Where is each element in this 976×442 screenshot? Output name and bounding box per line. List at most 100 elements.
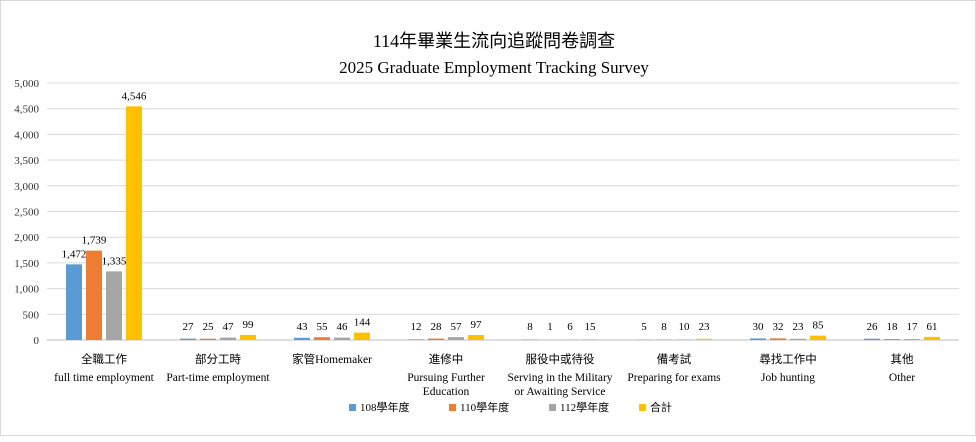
category-label-en: or Awaiting Service <box>515 386 606 398</box>
bar <box>200 339 216 340</box>
bar <box>810 336 826 340</box>
data-label: 15 <box>585 321 597 333</box>
y-tick-label: 1,000 <box>14 284 39 296</box>
bar <box>294 338 310 340</box>
bar <box>904 339 920 340</box>
data-label: 85 <box>813 320 825 332</box>
data-label: 23 <box>699 321 711 333</box>
category-label-en: Serving in the Military <box>507 372 612 384</box>
legend-label: 112學年度 <box>560 400 609 414</box>
category-label-en: Pursuing Further <box>407 372 485 384</box>
legend-label: 108學年度 <box>360 400 410 414</box>
category-label-en: Preparing for exams <box>627 372 721 384</box>
category-label: 家管Homemaker <box>292 352 372 366</box>
data-label: 28 <box>431 321 443 333</box>
bar <box>428 339 444 340</box>
bar <box>582 339 598 340</box>
y-tick-label: 4,000 <box>14 129 39 141</box>
data-label: 1 <box>547 321 553 333</box>
bar <box>240 335 256 340</box>
bar <box>106 271 122 340</box>
y-tick-label: 3,500 <box>14 155 39 167</box>
data-label: 46 <box>337 321 349 333</box>
data-label: 43 <box>297 321 309 333</box>
bar <box>220 338 236 340</box>
category-label-en: Job hunting <box>761 372 815 384</box>
chart-title: 114年畢業生流向追蹤問卷調查 <box>373 31 615 51</box>
bar <box>180 339 196 340</box>
y-tick-label: 2,500 <box>14 207 39 219</box>
y-axis-ticks: 05001,0001,5002,0002,5003,0003,5004,0004… <box>14 78 39 347</box>
category-label: 服役中或待役 <box>526 352 595 366</box>
bar <box>790 339 806 340</box>
bar <box>448 337 464 340</box>
data-label: 55 <box>317 321 329 333</box>
bar <box>884 339 900 340</box>
data-label: 1,739 <box>82 235 107 247</box>
category-label: 全職工作 <box>81 352 127 366</box>
legend-swatch <box>449 404 456 411</box>
category-label-en: full time employment <box>54 372 154 384</box>
data-label: 26 <box>867 321 879 333</box>
category-label-en: Education <box>423 386 470 398</box>
data-label: 6 <box>567 321 573 333</box>
bar <box>86 251 102 340</box>
bar <box>66 264 82 340</box>
legend: 108學年度 110學年度 112學年度 合計 <box>349 400 672 414</box>
data-label: 18 <box>887 321 899 333</box>
bar <box>334 338 350 340</box>
y-tick-label: 3,000 <box>14 181 39 193</box>
category-label-en: Other <box>889 372 915 384</box>
y-tick-label: 5,000 <box>14 78 39 90</box>
data-label: 4,546 <box>122 90 147 102</box>
data-label: 30 <box>753 321 765 333</box>
data-label: 12 <box>411 321 422 333</box>
bar <box>354 333 370 340</box>
category-labels: 全職工作 full time employment 部分工時 Part-time em… <box>54 352 915 398</box>
y-tick-label: 1,500 <box>14 258 39 270</box>
data-label: 1,472 <box>62 248 87 260</box>
category-label: 其他 <box>891 353 914 366</box>
legend-swatch <box>349 404 356 411</box>
legend-swatch <box>639 404 646 411</box>
category-label: 備考試 <box>657 352 692 366</box>
bar <box>126 106 142 340</box>
chart-subtitle: 2025 Graduate Employment Tracking Survey <box>339 58 649 77</box>
data-label: 144 <box>354 317 371 329</box>
legend-label: 合計 <box>650 400 672 414</box>
bar <box>676 339 692 340</box>
data-label: 10 <box>679 321 691 333</box>
data-label: 32 <box>773 321 784 333</box>
data-label: 97 <box>471 319 483 331</box>
bar <box>924 337 940 340</box>
data-label: 23 <box>793 321 805 333</box>
bar <box>408 339 424 340</box>
data-label: 27 <box>183 321 195 333</box>
bar <box>770 338 786 340</box>
bar <box>750 338 766 340</box>
gridlines <box>47 83 959 340</box>
bar <box>314 337 330 340</box>
data-label: 47 <box>223 321 235 333</box>
data-label: 61 <box>927 321 938 333</box>
bar <box>696 339 712 340</box>
bar <box>864 339 880 340</box>
data-label: 8 <box>661 321 667 333</box>
data-label: 1,335 <box>102 255 127 267</box>
category-label-en: Part-time employment <box>166 372 270 384</box>
category-label: 部分工時 <box>195 352 241 366</box>
y-tick-label: 500 <box>23 309 40 321</box>
bars <box>66 106 940 340</box>
legend-label: 110學年度 <box>460 400 509 414</box>
y-tick-label: 2,000 <box>14 232 39 244</box>
legend-swatch <box>549 404 556 411</box>
data-label: 25 <box>203 321 215 333</box>
data-label: 17 <box>907 321 919 333</box>
bar <box>468 335 484 340</box>
data-label: 8 <box>527 321 533 333</box>
category-label: 尋找工作中 <box>759 352 817 366</box>
data-label: 5 <box>641 321 647 333</box>
y-tick-label: 0 <box>34 335 40 347</box>
